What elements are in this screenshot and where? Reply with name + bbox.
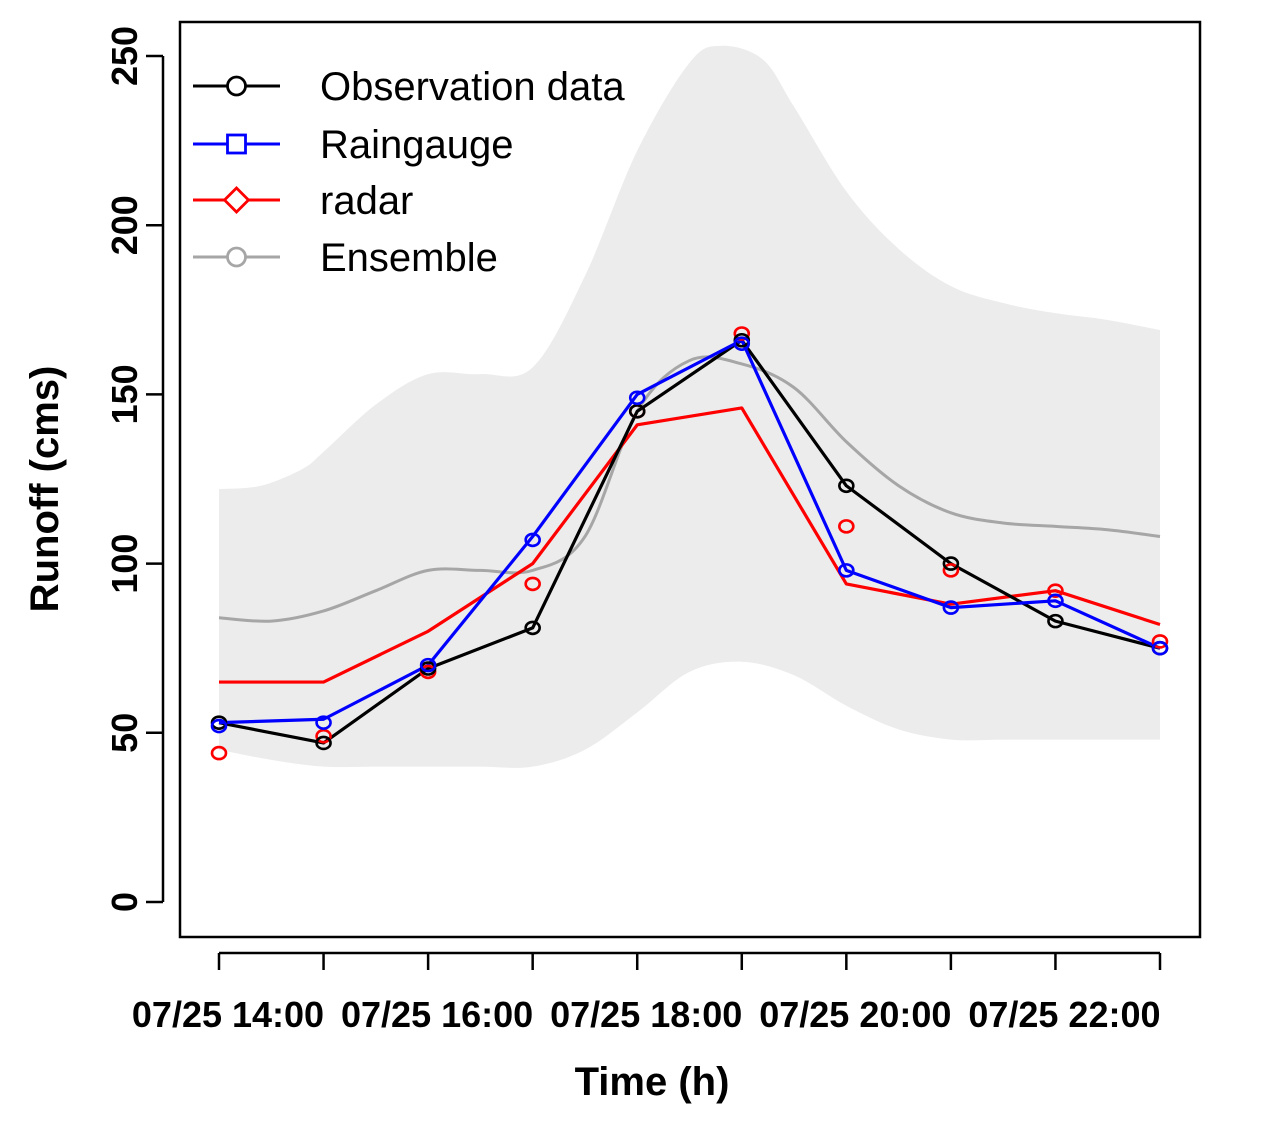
ensemble-mean-line: [218, 355, 1161, 623]
legend: Observation data Raingauge radar Ensemble: [193, 65, 625, 280]
x-axis-title: Time (h): [575, 1060, 730, 1104]
y-tick-label: 0: [104, 892, 145, 912]
legend-label: Raingauge: [320, 123, 514, 167]
y-tick-label: 150: [104, 364, 145, 424]
legend-item: Raingauge: [193, 123, 514, 167]
legend-marker-square: [226, 133, 247, 155]
series-lines-layer: [218, 338, 1161, 745]
observation-point: [838, 478, 855, 494]
legend-label: radar: [320, 179, 413, 223]
y-tick-label: 200: [104, 195, 145, 255]
ensemble-range-band: [219, 45, 1160, 768]
raingauge-point: [942, 600, 960, 615]
x-tick-label: 07/25 20:00: [759, 994, 951, 1035]
series-markers-layer: [210, 326, 1169, 761]
raingauge-point: [419, 657, 437, 673]
raingauge-point: [1047, 593, 1064, 609]
y-axis-title: Runoff (cms): [23, 366, 67, 613]
radar-line: [219, 406, 1161, 684]
legend-label: Observation data: [320, 65, 625, 109]
legend-label: Ensemble: [320, 236, 498, 280]
raingauge-point: [210, 718, 228, 734]
observation-point: [1047, 613, 1064, 629]
legend-item: Ensemble: [193, 236, 498, 280]
ensemble-band-layer: [219, 45, 1160, 768]
radar-point: [838, 519, 855, 534]
observation-line: [218, 338, 1161, 745]
x-tick-label: 07/25 22:00: [968, 994, 1160, 1035]
raingauge-point: [315, 715, 332, 730]
legend-item: Observation data: [193, 65, 625, 109]
x-tick-label: 07/25 16:00: [341, 994, 533, 1035]
raingauge-point: [1151, 640, 1169, 656]
x-tick-label: 07/25 14:00: [132, 994, 324, 1035]
observation-point: [942, 556, 960, 571]
plot-frame: [178, 20, 1202, 939]
observation-point: [524, 620, 541, 636]
y-tick-label: 250: [104, 26, 145, 86]
legend-marker-circle: [226, 75, 247, 97]
observation-point: [315, 735, 332, 751]
radar-point: [733, 326, 751, 341]
raingauge-point: [524, 532, 541, 548]
observation-point: [628, 404, 646, 419]
y-tick-label: 50: [104, 713, 145, 753]
radar-point: [942, 563, 960, 578]
raingauge-line: [218, 338, 1161, 725]
raingauge-point: [628, 390, 646, 406]
legend-marker-circle: [226, 246, 247, 268]
radar-point: [1151, 634, 1169, 649]
radar-point: [315, 728, 332, 744]
legend-item: radar: [193, 179, 413, 223]
y-tick-label: 100: [104, 534, 145, 594]
radar-point: [210, 745, 228, 761]
radar-point: [524, 576, 541, 592]
x-tick-label: 07/25 18:00: [550, 994, 742, 1035]
axes-layer: 0 50 100 150 200 250 07/25 14:00 07/25 16:00 07/…: [104, 26, 1162, 1035]
legend-marker-diamond: [222, 186, 251, 214]
raingauge-point: [838, 563, 855, 578]
raingauge-point: [733, 336, 751, 351]
radar-point: [1047, 583, 1064, 598]
